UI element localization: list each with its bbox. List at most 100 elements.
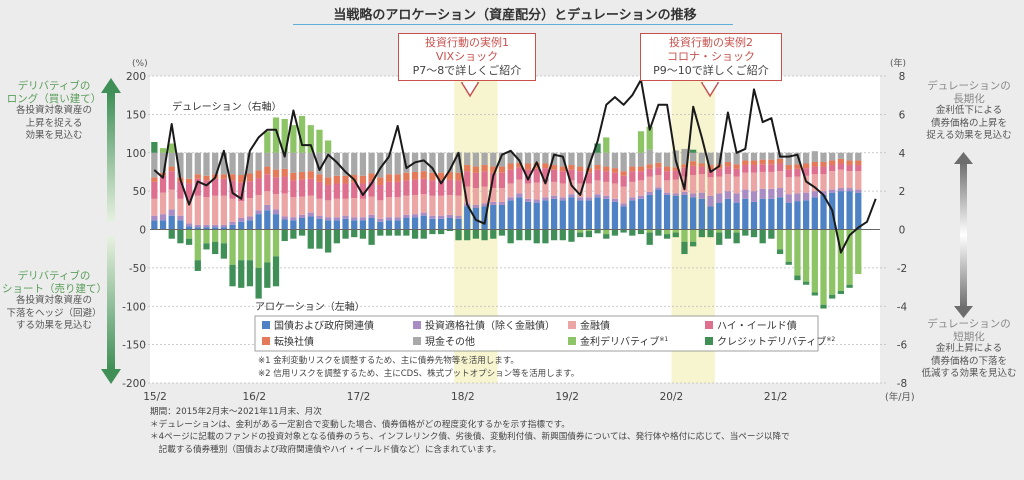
bar-segment-rate_deriv_neg: [733, 229, 740, 233]
bar-segment-ig: [229, 221, 236, 225]
bar-segment-credit_deriv_neg: [177, 229, 184, 244]
bar-segment-hy: [316, 181, 323, 199]
bar-segment-cash: [507, 152, 514, 164]
bar-segment-fin: [516, 179, 523, 194]
bar-segment-ig: [151, 215, 158, 221]
bar-segment-conv: [368, 173, 375, 182]
bar-segment-cash: [603, 152, 610, 167]
bar-segment-ig: [611, 198, 619, 202]
bar-segment-credit_deriv_neg: [698, 229, 705, 238]
bar-segment-gov: [446, 217, 453, 230]
bar-segment-cash: [168, 152, 175, 167]
bar-segment-ig: [498, 201, 506, 205]
y-right-tick-label: -6: [897, 340, 908, 352]
bar-segment-cash: [290, 152, 297, 173]
bar-segment-gov: [220, 227, 227, 230]
bar-segment-cash: [742, 152, 749, 161]
bar-segment-rate_deriv_neg: [716, 229, 723, 233]
bar-segment-gov: [516, 197, 523, 230]
bar-segment-cash: [429, 152, 436, 173]
bar-segment-conv: [733, 164, 740, 169]
legend-swatch-gov: [262, 321, 270, 329]
bar-segment-gov: [429, 218, 436, 230]
bar-segment-conv: [846, 160, 853, 166]
bar-segment-hy: [507, 169, 514, 184]
x-tick-label: 16/2: [242, 391, 266, 403]
bar-segment-cash: [177, 152, 184, 178]
bar-segment-gov: [690, 197, 697, 230]
bar-segment-fin: [429, 195, 436, 216]
bar-segment-rate_deriv: [281, 118, 288, 153]
callout-2-line1: 投資行動の実例2: [669, 36, 753, 49]
callout-vix-shock: 投資行動の実例1 VIXショック P7〜8で詳しくご紹介: [398, 33, 536, 81]
bar-segment-cash: [151, 152, 158, 178]
bar-segment-cash: [281, 152, 288, 169]
x-tick-label: 19/2: [555, 391, 579, 403]
bar-segment-cash: [707, 152, 714, 166]
x-tick-label: 20/2: [660, 391, 684, 403]
bar-segment-gov: [707, 206, 714, 230]
bar-segment-gov: [481, 206, 488, 230]
bar-segment-hy: [159, 175, 167, 193]
bar-segment-hy: [524, 169, 532, 184]
bar-segment-rate_deriv_neg: [577, 229, 584, 233]
bar-segment-gov: [585, 200, 592, 230]
bar-segment-hy: [559, 171, 566, 184]
bar-segment-gov: [325, 220, 332, 230]
bar-segment-credit_deriv_neg: [481, 229, 488, 241]
bar-segment-ig: [577, 197, 584, 201]
bar-segment-credit_deriv_neg: [264, 262, 271, 288]
bar-segment-fin: [829, 171, 836, 190]
bar-segment-cash: [255, 152, 262, 171]
bar-segment-hy: [698, 166, 705, 175]
y-left-tick-label: -200: [122, 378, 146, 390]
bar-segment-gov: [264, 210, 271, 230]
bar-segment-gov: [768, 198, 775, 230]
bar-segment-gov: [507, 200, 514, 230]
bar-segment-fin: [212, 195, 219, 225]
bar-segment-cash: [568, 152, 575, 166]
bar-segment-hy: [585, 172, 592, 184]
bar-segment-ig: [794, 193, 801, 202]
bar-segment-conv: [829, 160, 836, 166]
bar-segment-conv: [455, 172, 462, 181]
bar-segment-ig: [255, 210, 262, 215]
bar-segment-credit_deriv: [690, 149, 697, 153]
bar-segment-cash: [264, 152, 271, 167]
bar-segment-credit_deriv_neg: [829, 294, 836, 299]
bar-segment-cash: [368, 152, 375, 174]
bar-segment-rate_deriv: [646, 126, 653, 150]
short-duration-title: デュレーションの 短期化: [927, 318, 1011, 343]
bar-segment-rate_deriv_neg: [272, 229, 280, 257]
bar-segment-cash: [785, 152, 792, 166]
bar-segment-hy: [550, 169, 558, 182]
bar-segment-ig: [750, 191, 758, 202]
bar-segment-ig: [655, 187, 662, 190]
bar-segment-rate_deriv_neg: [794, 229, 801, 276]
bar-segment-conv: [394, 174, 401, 182]
bar-segment-fin: [290, 197, 297, 218]
bar-segment-cash: [438, 152, 445, 173]
bar-segment-conv: [255, 170, 262, 179]
bar-segment-hy: [290, 180, 297, 198]
bar-segment-gov: [681, 194, 688, 230]
bar-segment-ig: [681, 191, 688, 195]
bar-segment-ig: [550, 195, 558, 199]
bar-segment-ig: [333, 217, 340, 221]
bar-segment-fin: [177, 198, 184, 216]
bar-segment-hy: [629, 171, 636, 182]
bar-segment-hy: [203, 180, 210, 198]
bar-segment-credit_deriv_neg: [455, 229, 462, 241]
bar-segment-ig: [533, 199, 540, 203]
bar-segment-ig: [733, 193, 740, 203]
bar-segment-hy: [403, 180, 410, 196]
bar-segment-cash: [490, 152, 497, 167]
bar-segment-ig: [542, 197, 549, 201]
bar-segment-credit_deriv_neg: [325, 229, 332, 253]
bar-segment-gov: [620, 206, 627, 230]
bar-segment-cash: [194, 152, 201, 175]
bar-segment-fin: [846, 171, 853, 189]
bar-segment-fin: [733, 176, 740, 194]
legend-label-hy: ハイ・イールド債: [717, 319, 797, 332]
bar-segment-fin: [272, 194, 280, 210]
